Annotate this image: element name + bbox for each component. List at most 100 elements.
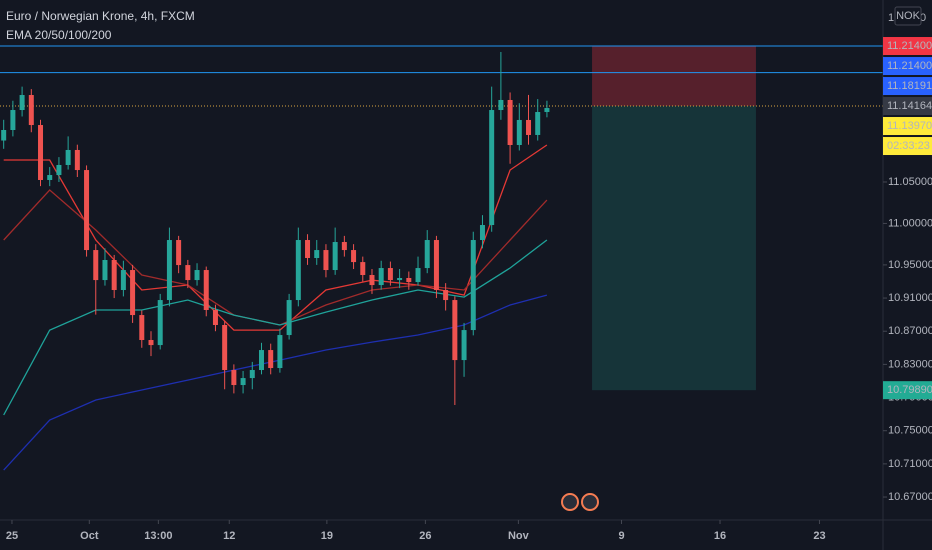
price-label: 11.14164 — [887, 100, 932, 112]
price-label-box — [883, 117, 932, 136]
candle-body — [498, 99, 504, 111]
candle-body — [38, 125, 44, 180]
candle-body — [203, 270, 209, 310]
candle-body — [56, 164, 62, 176]
candle-body — [139, 315, 145, 341]
candle-body — [194, 270, 200, 281]
y-tick-label: 10.71000 — [888, 458, 932, 470]
candle-body — [10, 110, 16, 130]
candle-body — [240, 378, 246, 386]
y-tick-label: 11.00000 — [888, 217, 932, 229]
x-tick-label: 26 — [419, 530, 431, 542]
candle-body — [507, 99, 513, 146]
x-tick-label: 13:00 — [144, 530, 172, 542]
candle-body — [516, 119, 522, 146]
candle-body — [84, 170, 90, 251]
currency-badge[interactable] — [894, 6, 922, 26]
x-tick-label: 12 — [223, 530, 235, 542]
candle-body — [369, 275, 375, 286]
candle-body — [314, 250, 320, 259]
price-label: 11.21400 — [887, 40, 932, 52]
candle-body — [535, 112, 541, 135]
price-label: 11.21400 — [887, 60, 932, 72]
candle-body — [452, 300, 458, 361]
candle-body — [378, 268, 384, 286]
price-label-box — [883, 77, 932, 96]
candle-body — [148, 340, 154, 346]
y-tick-label: 11.05000 — [888, 176, 932, 188]
edge-label: 0 — [920, 12, 926, 24]
x-tick-label: Oct — [80, 530, 99, 542]
x-tick-label: 9 — [618, 530, 624, 542]
price-label: 11.18191 — [887, 80, 932, 92]
candle-body — [305, 240, 311, 259]
candle-body — [443, 290, 449, 301]
edge-label: 1 — [888, 12, 894, 24]
price-label-box — [883, 57, 932, 76]
y-tick-label: 10.87000 — [888, 325, 932, 337]
candle-body — [185, 265, 191, 281]
y-tick-label: 10.91000 — [888, 292, 932, 304]
price-label-box — [883, 37, 932, 56]
candle-body — [360, 262, 366, 276]
candle-body — [130, 270, 136, 316]
candle-body — [231, 370, 237, 386]
y-tick-label: 10.95000 — [888, 259, 932, 271]
x-tick-label: 23 — [813, 530, 825, 542]
x-tick-label: Nov — [508, 530, 530, 542]
candle-body — [470, 240, 476, 331]
candle-body — [332, 242, 338, 271]
candle-body — [176, 240, 182, 266]
candle-body — [47, 175, 53, 180]
candle-body — [258, 350, 264, 371]
candle-body — [28, 95, 34, 126]
price-label: 11.13970 — [887, 120, 932, 132]
candle-body — [93, 250, 99, 281]
y-tick-label: 10.67000 — [888, 491, 932, 503]
candle-body — [65, 149, 71, 165]
candle-body — [286, 300, 292, 336]
candle-body — [166, 240, 172, 301]
x-tick-label: 25 — [6, 530, 18, 542]
currency: NOK — [896, 10, 921, 22]
candle-body — [341, 242, 347, 251]
candle-body — [268, 350, 274, 369]
price-label-box — [883, 97, 932, 116]
candle-body — [295, 240, 301, 301]
chart-subtitle: EMA 20/50/100/200 — [6, 28, 112, 42]
x-tick-label: 19 — [321, 530, 333, 542]
candle-body — [406, 277, 412, 283]
candle-body — [424, 240, 430, 269]
countdown: 02:33:23 — [887, 140, 930, 152]
price-label: 10.79890 — [887, 384, 932, 396]
y-tick-label: 10.83000 — [888, 358, 932, 370]
candle-body — [433, 240, 439, 291]
x-tick-label: 16 — [714, 530, 726, 542]
candle-body — [461, 330, 467, 361]
candle-body — [74, 149, 80, 171]
plot-area — [0, 45, 883, 471]
candle-body — [415, 268, 421, 283]
candle-body — [102, 260, 108, 281]
candle-body — [323, 250, 329, 271]
event-icons[interactable] — [561, 493, 599, 511]
stop-zone — [592, 46, 756, 107]
candle-body — [111, 260, 117, 291]
chart-title: Euro / Norwegian Krone, 4h, FXCM — [6, 9, 195, 23]
candle-body — [526, 119, 532, 135]
target-zone — [592, 106, 756, 391]
candle-body — [397, 277, 403, 281]
candle-body — [1, 130, 7, 141]
candle-body — [489, 110, 495, 226]
candle-body — [351, 250, 357, 263]
candle-body — [19, 95, 25, 111]
y-tick-label: 10.75000 — [888, 425, 932, 437]
candle-body — [157, 300, 163, 346]
countdown-box — [883, 137, 932, 156]
candle-body — [212, 309, 218, 325]
candle-body — [249, 370, 255, 379]
candle-body — [277, 335, 283, 369]
candle-body — [222, 325, 228, 371]
